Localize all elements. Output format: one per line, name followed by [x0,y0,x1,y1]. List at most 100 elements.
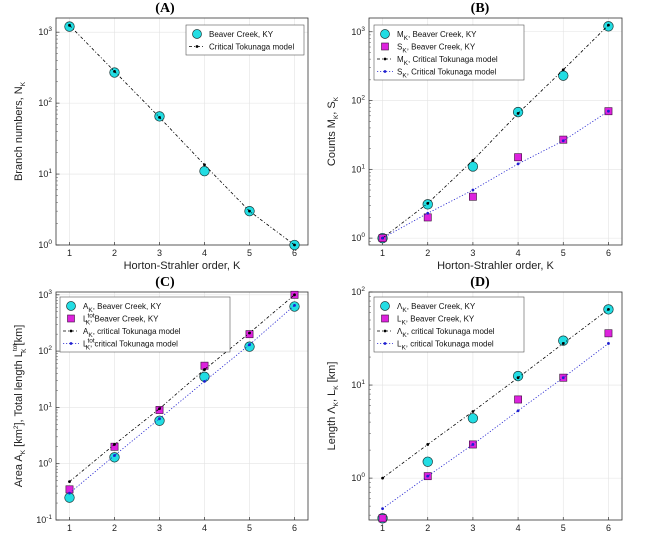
legend-label: SK, Beaver Creek, KY [397,43,476,55]
x-tick-label: 1 [380,248,385,258]
data-point [604,329,613,338]
data-point [203,163,206,167]
data-point [158,407,161,411]
series-1 [377,304,614,524]
data-point [378,514,387,523]
data-point [248,343,251,347]
data-point [244,341,255,352]
data-point [158,417,161,421]
series-3 [381,308,610,480]
data-point [469,192,477,201]
y-tick-label: 100 [351,232,365,243]
data-point [561,139,565,143]
panel-title: (C) [155,275,175,290]
y-tick-label: 103 [38,26,52,37]
y-tick-label: 100 [38,239,52,250]
series-2 [68,23,296,247]
legend-marker [383,342,387,345]
x-tick-label: 5 [561,248,566,258]
series-line [382,309,609,479]
series-4 [381,342,610,511]
legend-box [185,24,305,56]
x-tick-label: 6 [606,248,611,258]
data-point [607,308,610,311]
x-tick-label: 3 [157,523,162,533]
x-tick-label: 1 [67,523,72,533]
data-point [68,23,71,27]
legend-marker [383,57,387,61]
data-point [516,409,520,413]
data-point [467,413,479,424]
data-point [248,209,251,213]
panel-title: (B) [471,1,490,16]
series-line [69,294,295,482]
data-point [109,452,120,463]
legend-label: Critical Tokunaga model [209,43,294,52]
data-point [516,162,520,166]
series-line [382,24,609,239]
data-point [516,376,520,380]
data-point [158,115,161,119]
legend-marker [380,29,390,39]
legend-box [59,296,231,353]
panel-4: (D)123456100101102Horton-Strahler order,… [326,275,623,533]
legend-label: AK, critical Tokunaga model [83,327,181,339]
legend-label: ΛK, critical Tokunaga model [397,327,495,339]
x-tick-label: 6 [292,523,297,533]
data-point [471,443,475,446]
series-1 [64,301,300,503]
data-point [68,491,71,495]
x-tick-label: 2 [112,248,117,258]
data-point [426,474,430,478]
data-point [381,476,384,480]
data-point [561,376,565,380]
legend-label: Beaver Creek, KY [209,30,274,39]
data-point [154,415,165,426]
x-tick-label: 4 [516,248,521,258]
legend-label: AK, Beaver Creek, KY [83,302,162,314]
data-point [422,456,433,467]
legend-marker [381,42,389,51]
y-tick-label: 101 [38,168,52,179]
x-tick-label: 4 [202,523,207,533]
data-point [558,335,569,346]
series-4 [68,303,296,495]
x-tick-label: 5 [247,248,252,258]
series-4 [381,109,610,240]
data-point [561,342,565,345]
legend-label: SK, Critical Tokunaga model [397,68,497,80]
data-point [199,165,210,177]
data-point [514,395,522,404]
legend-label: ΛK, Beaver Creek, KY [397,302,476,314]
panel-1: (A) 1 2 3 4 5 6 100 101 102 103 Horton-Strahler ord… [13,1,309,272]
x-tick-label: 6 [292,248,297,258]
y-tick-label: 102 [351,286,365,297]
data-point [516,112,520,115]
y-tick-label: 101 [351,379,365,390]
legend-label: MK, Beaver Creek, KY [397,30,477,42]
data-point [607,342,610,345]
legend-marker [381,314,389,323]
data-point [514,153,522,162]
data-point [426,211,430,215]
legend-label: MK, Critical Tokunaga model [397,55,498,67]
series-line [69,25,295,246]
data-point [471,188,475,192]
series-line [69,305,295,494]
data-point [607,23,610,27]
x-tick-label: 5 [247,523,252,533]
x-axis-label: Horton-Strahler order, K [124,260,241,272]
legend-label: Ltot K, critical Tokunaga model [83,338,178,352]
y-tick-label: 100 [38,458,52,469]
x-tick-label: 6 [606,523,611,533]
data-point [113,454,116,457]
data-point [381,507,384,511]
series-line [382,343,609,509]
data-point [471,158,475,162]
legend-box [373,24,525,81]
y-tick-label: 101 [38,401,52,412]
data-point [203,368,206,371]
data-point [113,443,116,446]
